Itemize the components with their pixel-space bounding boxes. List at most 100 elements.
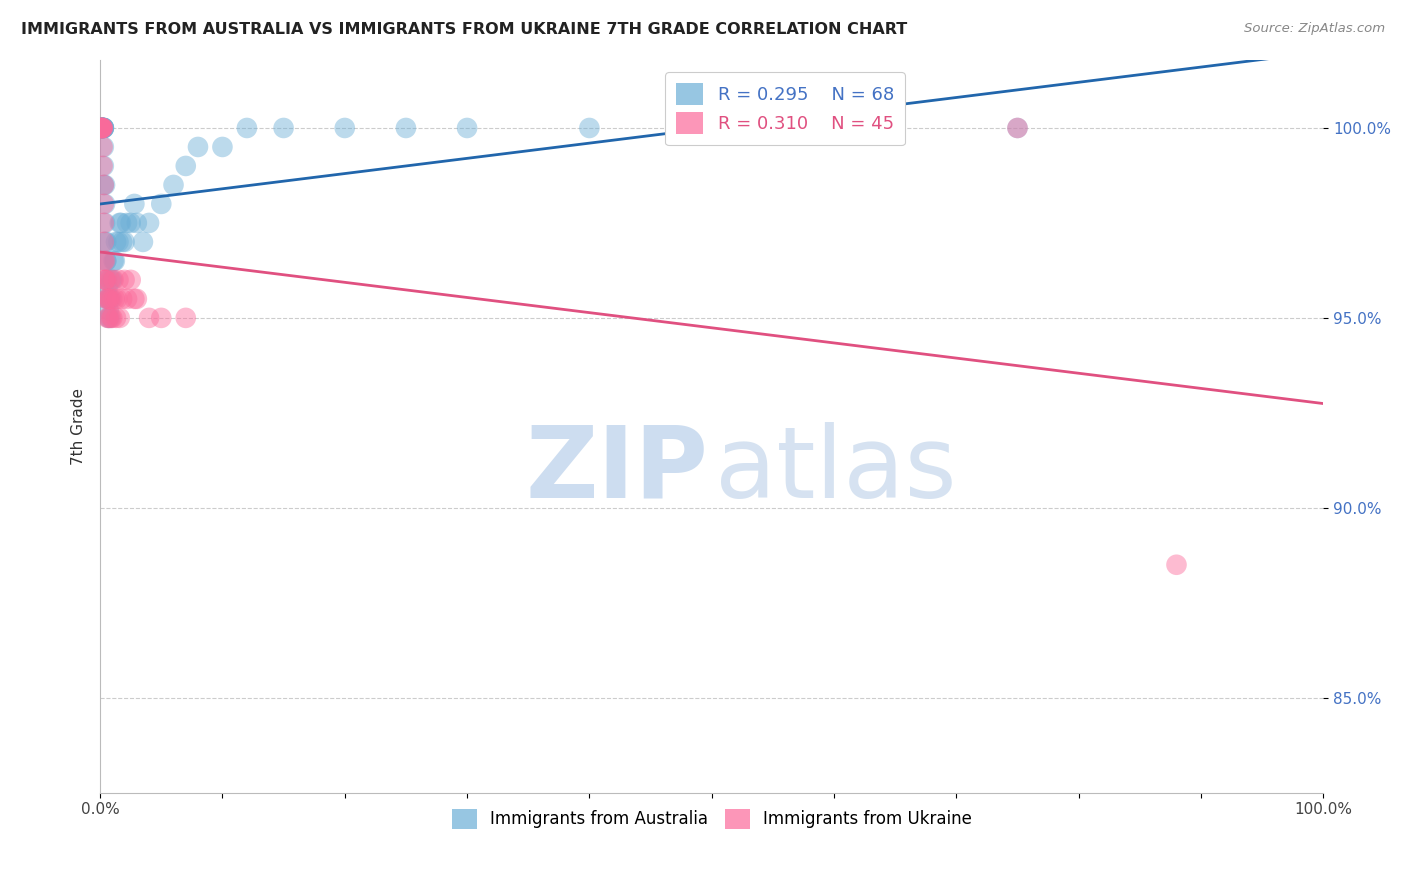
Point	[108, 216, 131, 230]
Point	[93, 178, 115, 192]
Point	[94, 235, 117, 249]
Point	[93, 216, 115, 230]
Point	[211, 140, 233, 154]
Point	[124, 292, 146, 306]
Point	[100, 310, 122, 325]
Point	[90, 120, 112, 135]
Point	[91, 159, 114, 173]
Point	[103, 273, 125, 287]
Point	[93, 159, 115, 173]
Point	[101, 310, 124, 325]
Point	[120, 273, 142, 287]
Point	[93, 120, 115, 135]
Point	[114, 235, 136, 249]
Point	[96, 273, 118, 287]
Point	[91, 120, 114, 135]
Text: IMMIGRANTS FROM AUSTRALIA VS IMMIGRANTS FROM UKRAINE 7TH GRADE CORRELATION CHART: IMMIGRANTS FROM AUSTRALIA VS IMMIGRANTS …	[21, 22, 907, 37]
Point	[90, 120, 112, 135]
Point	[96, 292, 118, 306]
Point	[98, 273, 121, 287]
Point	[1007, 120, 1029, 135]
Point	[90, 120, 112, 135]
Point	[105, 310, 128, 325]
Point	[174, 310, 197, 325]
Point	[115, 216, 138, 230]
Point	[90, 120, 112, 135]
Point	[91, 120, 114, 135]
Point	[90, 120, 112, 135]
Point	[105, 235, 128, 249]
Text: atlas: atlas	[716, 422, 957, 518]
Point	[101, 292, 124, 306]
Point	[132, 235, 155, 249]
Point	[104, 253, 127, 268]
Point	[162, 178, 184, 192]
Point	[91, 140, 114, 154]
Point	[90, 120, 112, 135]
Point	[96, 235, 118, 249]
Point	[91, 120, 114, 135]
Point	[125, 292, 148, 306]
Point	[115, 292, 138, 306]
Point	[456, 120, 478, 135]
Point	[93, 253, 115, 268]
Point	[97, 310, 120, 325]
Point	[104, 292, 127, 306]
Point	[90, 120, 112, 135]
Text: Source: ZipAtlas.com: Source: ZipAtlas.com	[1244, 22, 1385, 36]
Point	[174, 159, 197, 173]
Point	[105, 292, 128, 306]
Point	[125, 216, 148, 230]
Point	[110, 216, 132, 230]
Point	[700, 120, 723, 135]
Point	[124, 197, 146, 211]
Point	[103, 253, 125, 268]
Point	[91, 120, 114, 135]
Point	[1166, 558, 1188, 572]
Point	[236, 120, 259, 135]
Point	[91, 120, 114, 135]
Point	[273, 120, 295, 135]
Point	[100, 292, 122, 306]
Point	[98, 292, 121, 306]
Legend: Immigrants from Australia, Immigrants from Ukraine: Immigrants from Australia, Immigrants fr…	[444, 802, 979, 836]
Point	[91, 120, 114, 135]
Point	[114, 273, 136, 287]
Point	[93, 120, 115, 135]
Point	[93, 120, 115, 135]
Point	[884, 120, 907, 135]
Point	[91, 120, 114, 135]
Text: ZIP: ZIP	[526, 422, 709, 518]
Point	[90, 120, 112, 135]
Point	[101, 273, 124, 287]
Point	[96, 310, 118, 325]
Point	[100, 273, 122, 287]
Point	[94, 273, 117, 287]
Point	[111, 292, 134, 306]
Point	[94, 253, 117, 268]
Point	[96, 253, 118, 268]
Point	[150, 310, 173, 325]
Point	[93, 235, 115, 249]
Point	[96, 253, 118, 268]
Point	[187, 140, 209, 154]
Point	[150, 197, 173, 211]
Y-axis label: 7th Grade: 7th Grade	[72, 388, 86, 465]
Point	[91, 120, 114, 135]
Point	[96, 292, 118, 306]
Point	[94, 216, 117, 230]
Point	[1007, 120, 1029, 135]
Point	[93, 178, 115, 192]
Point	[90, 120, 112, 135]
Point	[93, 120, 115, 135]
Point	[94, 273, 117, 287]
Point	[97, 303, 120, 318]
Point	[578, 120, 600, 135]
Point	[91, 120, 114, 135]
Point	[91, 120, 114, 135]
Point	[93, 120, 115, 135]
Point	[97, 292, 120, 306]
Point	[97, 310, 120, 325]
Point	[96, 280, 118, 294]
Point	[138, 216, 160, 230]
